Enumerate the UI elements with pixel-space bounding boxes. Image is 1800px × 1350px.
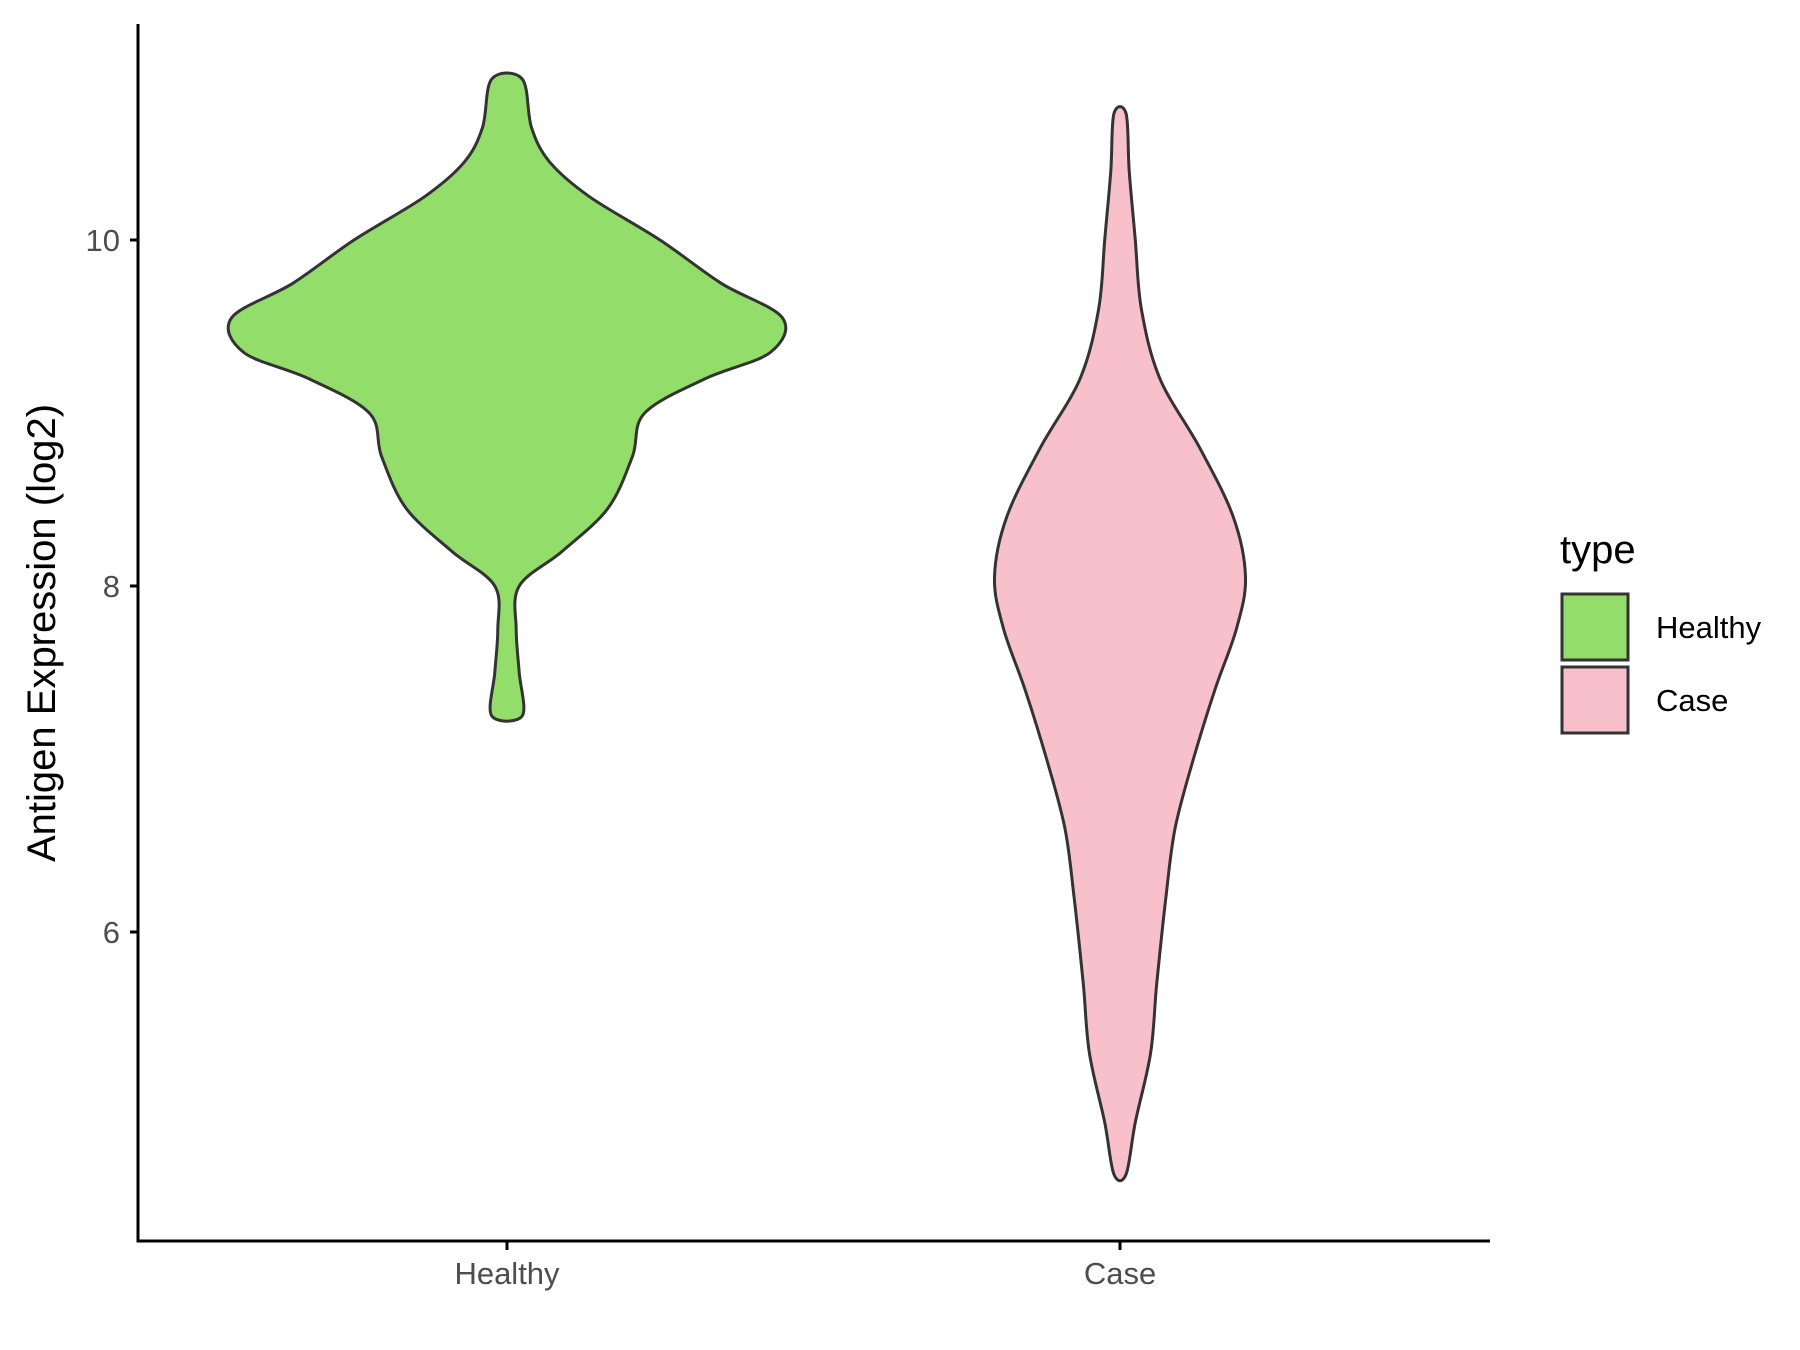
axes-layer bbox=[136, 24, 1490, 1243]
violins-layer bbox=[226, 71, 1248, 1183]
violin-case bbox=[992, 105, 1248, 1183]
x-tick-label: Healthy bbox=[454, 1256, 560, 1291]
y-tick-label: 8 bbox=[103, 569, 120, 604]
y-ticks: 6 8 10 bbox=[86, 223, 138, 950]
y-axis-title: Antigen Expression (log2) bbox=[20, 404, 64, 862]
x-tick-label: Case bbox=[1084, 1256, 1156, 1291]
legend-label-case: Case bbox=[1656, 683, 1728, 718]
legend-key-case bbox=[1560, 665, 1630, 735]
violin-healthy bbox=[226, 71, 788, 723]
legend-entries: Healthy Case bbox=[1560, 592, 1762, 735]
y-tick-label: 10 bbox=[86, 223, 120, 258]
legend-title: type bbox=[1560, 528, 1636, 572]
y-tick-label: 6 bbox=[103, 915, 120, 950]
legend-label-healthy: Healthy bbox=[1656, 610, 1762, 645]
legend: type Healthy Case bbox=[1560, 528, 1762, 735]
x-ticks: Healthy Case bbox=[454, 1241, 1156, 1291]
legend-key-healthy bbox=[1560, 592, 1630, 662]
